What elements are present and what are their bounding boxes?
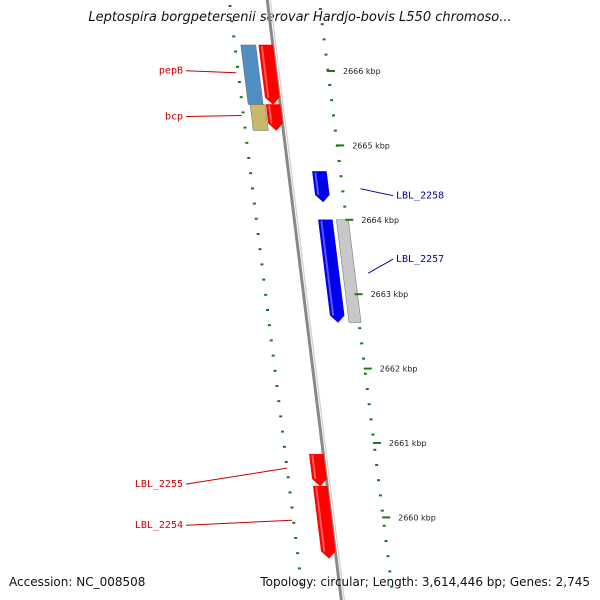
scale-tick-label: 2666 kbp: [343, 67, 381, 76]
scale-tick-label: 2663 kbp: [371, 290, 409, 299]
gene-arrow-lbl-2255[interactable]: [309, 453, 327, 487]
scale-tick-label: 2664 kbp: [361, 216, 399, 225]
leader-line: [360, 188, 394, 197]
gene-highlight: [311, 455, 317, 480]
leader-line: [185, 519, 293, 526]
map-title: Leptospira borgpetersenii serovar Hardjo…: [88, 10, 512, 25]
gene-track[interactable]: [258, 44, 362, 559]
gene-highlight: [260, 45, 270, 98]
gene-label-lbl-2258[interactable]: LBL_2258: [396, 191, 444, 202]
gene-label-lbl-2257[interactable]: LBL_2257: [396, 254, 444, 265]
gene-arrow-pepb[interactable]: [258, 44, 280, 105]
leader-line: [185, 467, 288, 485]
topology-summary: Topology: circular; Length: 3,614,446 bp…: [260, 575, 590, 589]
gene-highlight: [314, 172, 320, 196]
backbone-highlight: [269, 0, 345, 600]
scale-tick-label: 2662 kbp: [380, 365, 418, 374]
gene-highlight: [268, 105, 273, 124]
leader-line: [185, 115, 242, 117]
accession-text: Accession: NC_008508: [9, 575, 146, 589]
cog-block: [249, 104, 269, 131]
gene-arrow-lbl-2257[interactable]: [318, 219, 345, 323]
gene-arrow-lbl-2258[interactable]: [312, 171, 330, 203]
gene-label-pepb[interactable]: pepB: [159, 66, 183, 77]
gene-label-track: pepB bcp LBL_2258 LBL_2257 LBL_2255 LBL_2254: [135, 66, 444, 532]
gene-highlight: [315, 487, 326, 552]
cog-track: [240, 44, 269, 131]
scale-tick-label: 2665 kbp: [352, 141, 390, 150]
leader-line: [185, 70, 236, 74]
gene-label-bcp[interactable]: bcp: [165, 112, 183, 123]
gene-arrow-lbl-2254[interactable]: [312, 485, 336, 559]
scale-track: 2666 kbp 2665 kbp 2664 kbp 2663 kbp 2662 kbp…: [327, 67, 436, 522]
gene-label-lbl-2255[interactable]: LBL_2255: [135, 479, 183, 490]
scale-tick-label: 2660 kbp: [398, 513, 436, 522]
gene-highlight: [320, 220, 335, 316]
gene-label-lbl-2254[interactable]: LBL_2254: [135, 520, 183, 531]
leader-line: [367, 258, 394, 274]
gene-arrow-bcp[interactable]: [265, 104, 283, 131]
pseudogene-block: [336, 219, 362, 323]
scale-tick-label: 2661 kbp: [389, 439, 427, 448]
